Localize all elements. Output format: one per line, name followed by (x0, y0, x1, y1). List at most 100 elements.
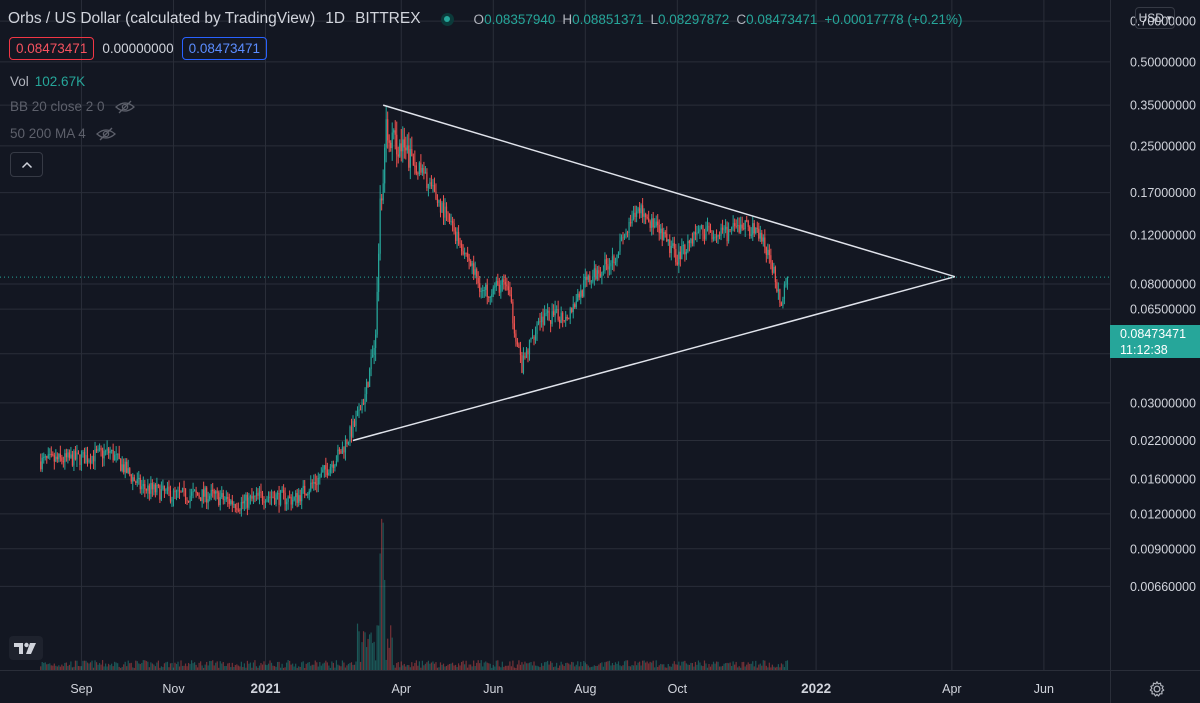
indicator-bb[interactable]: BB 20 close 2 0 (10, 99, 135, 114)
volume-bar (225, 665, 227, 670)
candle-body (661, 228, 663, 241)
volume-bar (264, 664, 267, 670)
candle-body (599, 273, 601, 278)
candle-body (445, 206, 448, 213)
candle-body (501, 279, 503, 285)
volume-bar (393, 665, 395, 670)
volume-bar (129, 663, 131, 670)
volume-bar (563, 666, 565, 670)
candle-body (406, 145, 408, 151)
volume-bar (316, 662, 318, 670)
candle-body (203, 489, 205, 497)
volume-bar (52, 665, 54, 670)
candle-body (479, 283, 481, 292)
volume-bar (694, 661, 697, 670)
candle-body (574, 304, 576, 308)
sell-button[interactable]: 0.08473471 (9, 37, 95, 60)
candle-body (153, 484, 155, 490)
volume-bar (79, 666, 81, 670)
volume-bar (533, 661, 535, 670)
candle-body (123, 464, 125, 473)
candle-body (640, 205, 642, 214)
volume-bar (118, 666, 120, 670)
volume-bar (774, 667, 776, 670)
candle-body (537, 321, 540, 324)
candle-body (138, 477, 140, 480)
volume-bar (510, 666, 512, 670)
candle-body (430, 182, 433, 187)
gear-icon[interactable] (1148, 680, 1166, 698)
candle-body (560, 312, 562, 323)
candle-body (699, 228, 701, 232)
volume-legend[interactable]: Vol 102.67K (10, 74, 85, 89)
volume-bar (201, 665, 203, 670)
volume-bar (693, 666, 695, 670)
candle-body (88, 460, 90, 462)
volume-bar (580, 661, 582, 670)
candle-body (355, 416, 357, 426)
candle-body (59, 453, 61, 458)
candle-body (476, 269, 478, 278)
volume-bar (729, 662, 731, 670)
volume-bar (192, 663, 194, 670)
volume-bar (461, 661, 463, 670)
collapse-legend-button[interactable] (10, 152, 43, 177)
y-tick-label: 0.03000000 (1130, 396, 1196, 410)
candle-body (286, 501, 288, 505)
candle-body (103, 451, 105, 459)
candle-body (216, 491, 218, 493)
volume-bar (756, 667, 758, 670)
candle-body (664, 232, 666, 234)
currency-selector[interactable]: USD ▾ (1135, 7, 1175, 29)
candle-body (260, 491, 262, 494)
candle-body (577, 293, 579, 302)
candle-body (349, 426, 351, 442)
candle-body (785, 284, 787, 286)
volume-bar (534, 665, 537, 670)
tradingview-logo[interactable] (9, 636, 43, 660)
volume-bar (166, 661, 169, 670)
volume-bar (353, 664, 356, 670)
candle-body (243, 500, 245, 504)
candle-body (364, 394, 366, 405)
candle-body (728, 229, 730, 242)
volume-bar (706, 667, 709, 670)
candle-body (718, 234, 721, 236)
candle-body (124, 461, 126, 473)
candle-body (649, 221, 651, 228)
volume-bar (486, 662, 488, 670)
volume-bar (593, 665, 595, 670)
volume-bar (473, 660, 475, 670)
interval-label[interactable]: 1D (325, 10, 346, 27)
x-tick-label: Jun (1034, 682, 1054, 696)
eye-slash-icon[interactable] (95, 127, 116, 141)
volume-bar (577, 661, 579, 670)
volume-bar (373, 641, 375, 670)
candle-body (302, 485, 304, 489)
symbol-title[interactable]: Orbs / US Dollar (calculated by TradingV… (8, 10, 316, 27)
volume-bar (59, 666, 61, 670)
candle-body (482, 290, 484, 292)
candle-body (376, 291, 378, 335)
candle-body (145, 488, 147, 491)
candle-body (165, 489, 167, 491)
candle-body (750, 234, 752, 236)
indicator-ma[interactable]: 50 200 MA 4 (10, 126, 116, 141)
volume-bar (584, 662, 586, 670)
x-tick-label: Aug (574, 682, 596, 696)
candle-body (767, 249, 769, 255)
eye-slash-icon[interactable] (114, 100, 135, 114)
volume-bar (605, 661, 608, 670)
candle-body (697, 231, 700, 233)
volume-bar (242, 667, 244, 670)
candle-body (405, 147, 407, 151)
candle-body (184, 488, 187, 500)
volume-bar (697, 660, 700, 670)
volume-bar (203, 667, 205, 670)
volume-bar (234, 664, 236, 670)
candle-body (611, 256, 614, 263)
candle-body (310, 482, 312, 491)
buy-button[interactable]: 0.08473471 (181, 37, 267, 60)
candle-body (409, 149, 411, 168)
